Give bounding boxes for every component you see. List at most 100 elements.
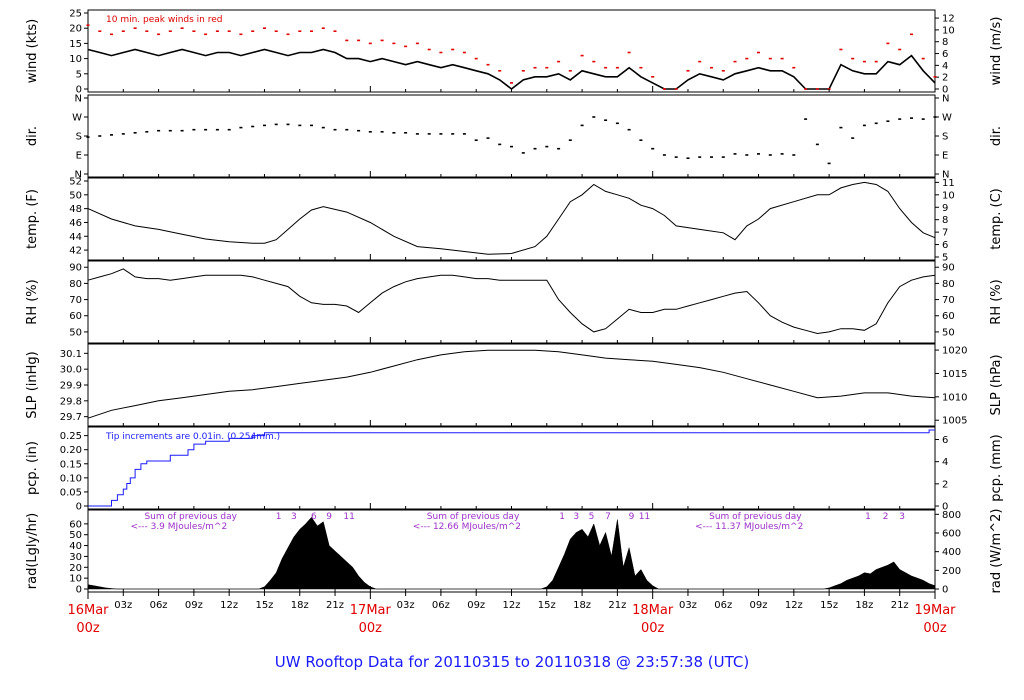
data-point-dir [98,135,102,137]
left-tick-label: 46 [69,218,82,229]
rad-hour-mark: 11 [639,512,650,522]
x-tick-label: 09z [750,600,768,611]
right-tick-label: 600 [942,528,961,539]
left-tick-label: 0 [76,585,82,596]
right-tick-label: 6 [942,435,948,446]
data-point-wind [321,27,325,29]
left-tick-label: 50 [69,530,82,541]
x-tick-label: 21z [608,600,626,611]
day-time-label: 00z [923,621,947,636]
data-point-dir [662,154,666,156]
right-tick-label: 12 [942,14,955,25]
data-point-dir [592,116,596,118]
data-point-dir [498,143,502,146]
data-point-wind [451,48,455,51]
data-point-dir [839,126,843,129]
panel-frame-dir [87,94,936,178]
data-point-wind [874,60,878,63]
right-tick-label: S [942,132,948,143]
data-point-wind [839,48,843,51]
data-point-wind [462,51,466,54]
data-point-wind [615,66,619,69]
data-point-wind [886,42,890,45]
data-point-dir [804,118,808,120]
data-point-wind [274,30,278,32]
data-point-wind [474,57,478,60]
data-point-wind [545,66,549,69]
data-point-wind [333,30,337,32]
data-point-dir [368,131,372,133]
data-point-wind [298,30,302,32]
right-tick-label: 0 [942,585,948,596]
data-point-dir [568,139,572,141]
data-point-dir [86,136,90,138]
data-point-wind [192,30,196,32]
rad-hour-mark: 7 [605,512,611,522]
rad-hour-mark: 1 [865,512,871,522]
left-tick-label: 0 [76,502,82,513]
left-tick-label: 70 [69,295,82,306]
right-tick-label: 2 [942,479,948,490]
right-tick-label: 60 [942,311,955,322]
data-point-wind [133,27,137,29]
data-point-wind [86,24,90,26]
data-point-wind [180,27,184,29]
right-tick-label: 7 [942,228,948,239]
x-tick-label: 12z [503,600,521,611]
data-point-wind [792,66,796,69]
right-tick-label: 80 [942,279,955,290]
left-tick-label: 5 [76,69,82,80]
right-tick-label: 0 [942,502,948,513]
left-tick-label: N [75,94,82,105]
x-tick-label: 03z [397,600,415,611]
rad-annotation-line: <--- 11.37 MJoules/m^2 [695,522,803,532]
data-point-wind [910,33,913,36]
data-point-wind [380,39,384,42]
right-tick-label: 800 [942,510,961,521]
data-point-dir [639,139,643,141]
day-time-label: 00z [359,621,383,636]
data-point-wind [686,70,690,72]
x-tick-label: 12z [785,600,803,611]
right-tick-label: 10 [942,25,955,36]
data-point-wind [310,30,313,32]
data-point-wind [804,88,808,90]
data-point-wind [345,39,349,42]
annotation-pcp: Tip increments are 0.01in. (0.254mm.) [105,432,280,442]
data-point-wind [145,30,149,32]
data-point-dir [898,118,902,120]
data-point-dir [815,143,819,146]
data-point-dir [533,147,537,150]
data-point-dir [263,124,266,127]
rad-hour-mark: 3 [573,512,579,522]
data-point-dir [827,162,831,165]
left-tick-label: 48 [69,204,82,215]
rad-hour-mark: 3 [899,512,905,522]
right-tick-label: 10 [942,190,955,201]
data-point-dir [792,154,796,156]
rad-hour-mark: 5 [589,512,595,522]
data-point-wind [404,45,408,48]
data-point-dir [345,128,349,131]
data-point-dir [227,128,231,131]
day-label: 16Mar [67,603,109,618]
left-tick-label: S [76,132,82,143]
left-tick-label: 0.10 [60,473,82,484]
data-point-dir [557,147,561,150]
data-point-wind [745,57,749,60]
right-tick-label: 6 [942,240,948,251]
left-tick-label: 30.0 [60,365,82,376]
data-point-wind [204,33,208,36]
data-point-wind [110,33,113,36]
rad-hour-mark: 3 [291,512,297,522]
left-tick-label: 0 [76,85,82,96]
data-point-dir [310,124,313,127]
right-tick-label: 50 [942,327,955,338]
data-point-wind [439,51,443,54]
data-point-dir [415,133,419,135]
data-point-wind [510,82,513,84]
right-tick-label: 70 [942,295,955,306]
data-point-dir [910,117,913,119]
right-tick-label: 8 [942,37,948,48]
